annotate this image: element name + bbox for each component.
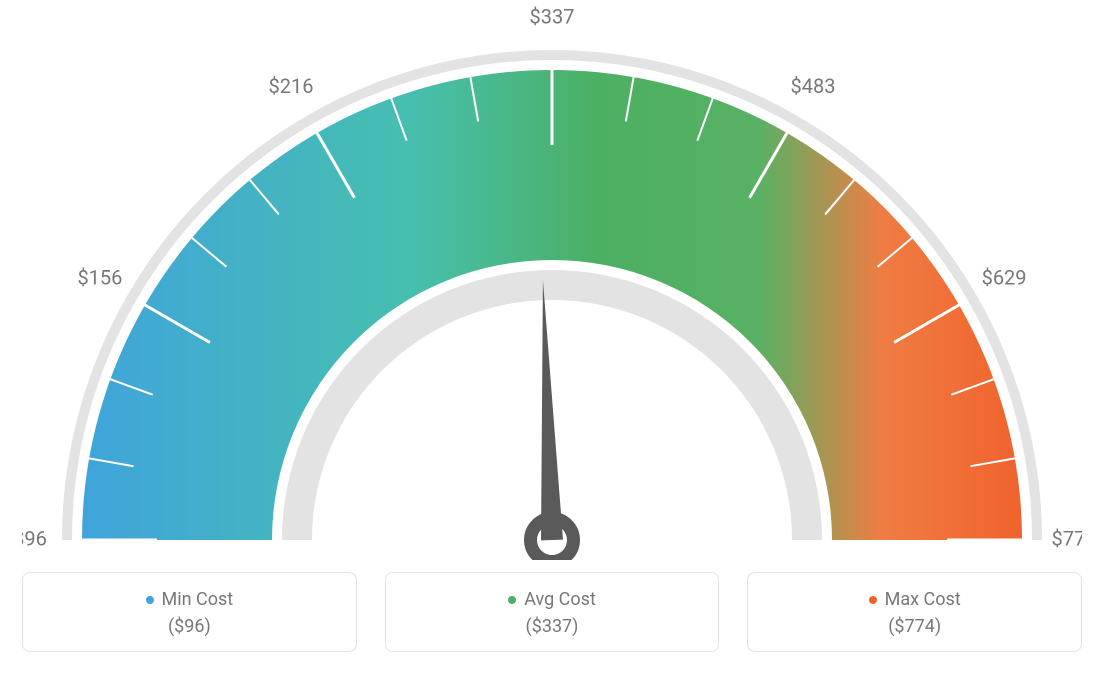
- legend-label-max-text: Max Cost: [885, 589, 961, 610]
- gauge-svg: $96 $156 $216 $337 $483 $629 $774: [22, 0, 1082, 560]
- legend-value-min: ($96): [23, 616, 356, 637]
- legend-dot-max: [869, 596, 877, 604]
- legend-card-min: Min Cost ($96): [22, 572, 357, 652]
- legend-dot-min: [146, 596, 154, 604]
- gauge-tick-label: $629: [982, 265, 1027, 289]
- gauge-tick-label: $156: [77, 265, 122, 289]
- legend-card-avg: Avg Cost ($337): [385, 572, 720, 652]
- gauge-tick-label: $774: [1052, 526, 1082, 550]
- gauge-tick-label: $337: [530, 4, 575, 28]
- legend-value-max: ($774): [748, 616, 1081, 637]
- gauge-chart-container: $96 $156 $216 $337 $483 $629 $774 Min Cost ($9…: [0, 0, 1104, 690]
- legend-label-min: Min Cost: [23, 589, 356, 610]
- legend-value-avg: ($337): [386, 616, 719, 637]
- gauge: $96 $156 $216 $337 $483 $629 $774: [22, 0, 1082, 560]
- legend-label-min-text: Min Cost: [162, 589, 234, 610]
- legend-row: Min Cost ($96) Avg Cost ($337) Max Cost …: [22, 572, 1082, 652]
- legend-label-max: Max Cost: [748, 589, 1081, 610]
- legend-dot-avg: [508, 596, 516, 604]
- gauge-tick-label: $216: [269, 74, 314, 98]
- gauge-tick-label: $96: [22, 526, 47, 550]
- gauge-tick-label: $483: [791, 74, 836, 98]
- legend-card-max: Max Cost ($774): [747, 572, 1082, 652]
- legend-label-avg-text: Avg Cost: [524, 589, 596, 610]
- legend-label-avg: Avg Cost: [386, 589, 719, 610]
